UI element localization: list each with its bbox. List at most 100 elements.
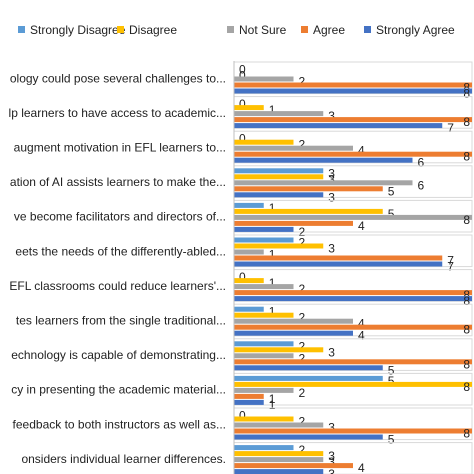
category-label: lp learners to have access to academic..… bbox=[9, 106, 226, 120]
bar bbox=[234, 428, 472, 434]
data-label: 2 bbox=[299, 225, 306, 239]
bar bbox=[234, 318, 353, 324]
data-label: 1 bbox=[269, 392, 276, 406]
bar bbox=[234, 157, 413, 163]
bar bbox=[234, 123, 443, 129]
bar bbox=[234, 82, 472, 88]
data-label: 3 bbox=[328, 345, 335, 359]
bar bbox=[234, 445, 294, 451]
data-label: 6 bbox=[418, 178, 425, 192]
bar bbox=[234, 261, 443, 267]
data-label: 1 bbox=[269, 201, 276, 215]
data-label: 3 bbox=[328, 467, 335, 474]
category-label: tes learners from the single traditional… bbox=[16, 314, 226, 328]
bar bbox=[234, 249, 264, 255]
category-label: augment motivation in EFL learners to... bbox=[14, 141, 226, 155]
bar bbox=[234, 139, 294, 145]
bar bbox=[234, 353, 294, 359]
bar bbox=[234, 145, 353, 151]
bar bbox=[234, 375, 383, 381]
data-label: 8 bbox=[463, 427, 470, 441]
bar bbox=[234, 469, 324, 474]
data-label: 8 bbox=[463, 150, 470, 164]
data-label: 1 bbox=[269, 103, 276, 117]
data-label: 8 bbox=[463, 357, 470, 371]
data-label: 3 bbox=[328, 172, 335, 186]
data-label: 6 bbox=[418, 156, 425, 170]
data-label: 3 bbox=[328, 455, 335, 469]
legend-label-1: Disagree bbox=[129, 23, 177, 37]
data-label: 7 bbox=[447, 254, 454, 268]
bar bbox=[234, 151, 472, 157]
bar bbox=[234, 330, 353, 336]
bar bbox=[234, 220, 353, 226]
bar bbox=[234, 306, 264, 312]
bar bbox=[234, 312, 294, 318]
category-label: ology could pose several challenges to..… bbox=[10, 71, 226, 85]
bar bbox=[234, 457, 324, 463]
bar bbox=[234, 324, 472, 330]
bar bbox=[234, 341, 294, 347]
data-label: 8 bbox=[463, 323, 470, 337]
data-label: 2 bbox=[299, 75, 306, 89]
bar bbox=[234, 186, 383, 192]
bar bbox=[234, 387, 294, 393]
data-label: 8 bbox=[463, 87, 470, 101]
bar bbox=[234, 290, 472, 296]
data-label: 0 bbox=[239, 69, 246, 83]
data-label: 5 bbox=[388, 184, 395, 198]
data-label: 5 bbox=[388, 363, 395, 377]
bar bbox=[234, 399, 264, 405]
data-label: 0 bbox=[239, 97, 246, 111]
data-label: 3 bbox=[328, 166, 335, 180]
legend-swatch-1 bbox=[117, 26, 124, 33]
category-label: cy in presenting the academic material..… bbox=[11, 383, 226, 397]
data-label: 0 bbox=[239, 63, 246, 77]
data-label: 4 bbox=[358, 219, 365, 233]
category-label: EFL classrooms could reduce learners'... bbox=[9, 279, 226, 293]
bar bbox=[234, 381, 472, 387]
data-label: 3 bbox=[328, 449, 335, 463]
legend-label-3: Agree bbox=[313, 23, 345, 37]
category-label: ation of AI assists learners to make the… bbox=[10, 175, 226, 189]
data-label: 0 bbox=[239, 270, 246, 284]
legend-label-0: Strongly Disagree bbox=[30, 23, 126, 37]
data-label: 8 bbox=[463, 294, 470, 308]
data-label: 2 bbox=[299, 138, 306, 152]
data-label: 7 bbox=[447, 260, 454, 274]
data-label: 8 bbox=[463, 115, 470, 129]
data-label: 4 bbox=[358, 329, 365, 343]
bar bbox=[234, 226, 294, 232]
category-label: ve become facilitators and directors of.… bbox=[14, 210, 226, 224]
data-label: 5 bbox=[388, 433, 395, 447]
bar bbox=[234, 117, 472, 123]
data-label: 2 bbox=[299, 236, 306, 250]
bar bbox=[234, 278, 264, 284]
bar bbox=[234, 180, 413, 186]
data-label: 3 bbox=[328, 242, 335, 256]
data-label: 8 bbox=[463, 213, 470, 227]
bar bbox=[234, 451, 324, 457]
bar bbox=[234, 416, 294, 422]
data-label: 0 bbox=[239, 409, 246, 423]
data-label: 2 bbox=[299, 351, 306, 365]
data-label: 5 bbox=[388, 374, 395, 388]
bar bbox=[234, 422, 324, 428]
bar bbox=[234, 347, 324, 353]
bar bbox=[234, 359, 472, 365]
bar bbox=[234, 463, 353, 469]
data-label: 4 bbox=[358, 317, 365, 331]
bar bbox=[234, 237, 294, 243]
legend-label-2: Not Sure bbox=[239, 23, 287, 37]
bar bbox=[234, 296, 472, 302]
data-label: 4 bbox=[358, 461, 365, 474]
legend-swatch-4 bbox=[364, 26, 371, 33]
bar bbox=[234, 393, 264, 399]
bar bbox=[234, 202, 264, 208]
bar bbox=[234, 105, 264, 111]
data-label: 2 bbox=[299, 443, 306, 457]
data-label: 2 bbox=[299, 282, 306, 296]
legend-label-4: Strongly Agree bbox=[376, 23, 455, 37]
